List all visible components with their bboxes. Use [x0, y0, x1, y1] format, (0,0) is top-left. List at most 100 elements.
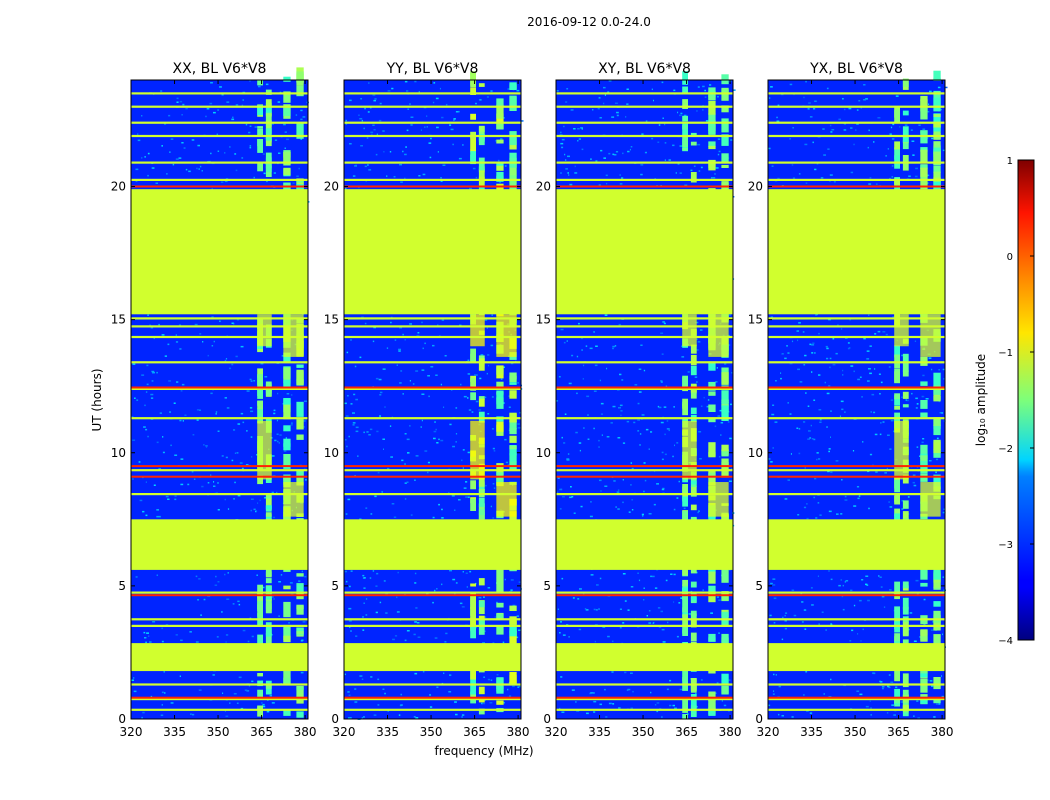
noise-pixel	[625, 116, 627, 118]
noise-pixel	[653, 503, 656, 506]
rfi-segment	[682, 125, 688, 130]
noise-pixel	[921, 395, 924, 398]
noise-pixel	[170, 138, 174, 140]
noise-pixel	[226, 407, 230, 409]
flagged-line	[344, 105, 521, 108]
noise-pixel	[679, 114, 682, 117]
noise-pixel	[816, 458, 818, 461]
noise-pixel	[385, 593, 389, 595]
noise-pixel	[453, 593, 456, 595]
noise-pixel	[841, 595, 844, 598]
noise-pixel	[359, 356, 362, 359]
x-tick-label: 335	[588, 725, 611, 739]
noise-pixel	[205, 446, 208, 448]
noise-pixel	[560, 621, 562, 623]
noise-pixel	[643, 462, 646, 464]
noise-pixel	[935, 471, 937, 474]
noise-pixel	[560, 131, 562, 134]
noise-pixel	[382, 438, 385, 440]
noise-pixel	[149, 324, 151, 326]
noise-pixel	[803, 364, 806, 366]
noise-pixel	[404, 433, 407, 435]
flagged-line	[768, 417, 945, 420]
rfi-segment	[470, 699, 476, 704]
noise-pixel	[286, 393, 290, 395]
noise-pixel	[475, 176, 478, 179]
noise-pixel	[887, 685, 890, 688]
rfi-segment	[496, 397, 504, 409]
noise-pixel	[929, 680, 933, 682]
noise-pixel	[280, 574, 283, 576]
noise-pixel	[180, 458, 184, 460]
noise-pixel	[814, 168, 817, 171]
noise-pixel	[567, 172, 569, 174]
noise-pixel	[641, 513, 644, 516]
noise-pixel	[848, 107, 852, 110]
noise-pixel	[234, 153, 237, 155]
rfi-segment	[509, 131, 517, 146]
noise-pixel	[813, 399, 816, 401]
rfi-segment	[296, 697, 304, 704]
noise-pixel	[253, 508, 256, 511]
noise-pixel	[382, 688, 385, 690]
flagged-line	[768, 361, 945, 364]
noise-pixel	[619, 404, 623, 407]
noise-pixel	[942, 149, 945, 152]
noise-pixel	[657, 607, 661, 609]
flagged-line	[131, 335, 308, 339]
noise-pixel	[195, 575, 198, 578]
rfi-segment	[690, 480, 697, 485]
rfi-segment	[682, 511, 688, 526]
noise-pixel	[818, 374, 821, 376]
noise-pixel	[835, 352, 838, 355]
noise-pixel	[404, 463, 406, 465]
noise-pixel	[220, 181, 224, 183]
noise-pixel	[214, 584, 218, 586]
noise-pixel	[174, 498, 177, 501]
noise-pixel	[250, 498, 254, 500]
noise-pixel	[769, 614, 772, 617]
noise-pixel	[376, 133, 378, 136]
rfi-segment	[296, 711, 304, 718]
noise-pixel	[715, 167, 719, 169]
noise-pixel	[295, 114, 298, 116]
x-axis-label: frequency (MHz)	[434, 744, 533, 758]
noise-pixel	[150, 327, 154, 329]
noise-pixel	[653, 99, 654, 102]
noise-pixel	[696, 349, 699, 351]
x-tick-label: 320	[333, 725, 356, 739]
noise-pixel	[270, 634, 273, 636]
noise-pixel	[831, 129, 835, 131]
rfi-segment	[894, 345, 900, 358]
noise-pixel	[434, 421, 436, 423]
noise-pixel	[185, 107, 188, 110]
noise-pixel	[877, 330, 881, 333]
noise-pixel	[348, 435, 350, 438]
noise-pixel	[665, 579, 668, 582]
noise-pixel	[146, 364, 149, 367]
rfi-segment	[933, 698, 941, 704]
noise-pixel	[678, 602, 681, 604]
rfi-segment	[257, 368, 263, 378]
rfi-segment	[257, 126, 263, 129]
noise-pixel	[355, 398, 358, 401]
noise-pixel	[674, 444, 675, 447]
noise-pixel	[170, 702, 174, 704]
noise-pixel	[414, 479, 416, 481]
noise-pixel	[365, 598, 368, 600]
noise-pixel	[810, 424, 812, 427]
rfi-segment	[682, 86, 688, 95]
noise-pixel	[185, 168, 188, 171]
noise-pixel	[613, 154, 617, 156]
flagged-band	[131, 643, 308, 672]
noise-pixel	[808, 102, 811, 104]
noise-pixel	[606, 367, 608, 370]
noise-pixel	[650, 431, 653, 433]
noise-pixel	[814, 100, 817, 102]
noise-pixel	[422, 671, 425, 673]
noise-pixel	[363, 602, 365, 604]
noise-pixel	[455, 433, 458, 435]
noise-pixel	[631, 499, 633, 501]
noise-pixel	[566, 88, 569, 90]
noise-pixel	[789, 413, 792, 415]
